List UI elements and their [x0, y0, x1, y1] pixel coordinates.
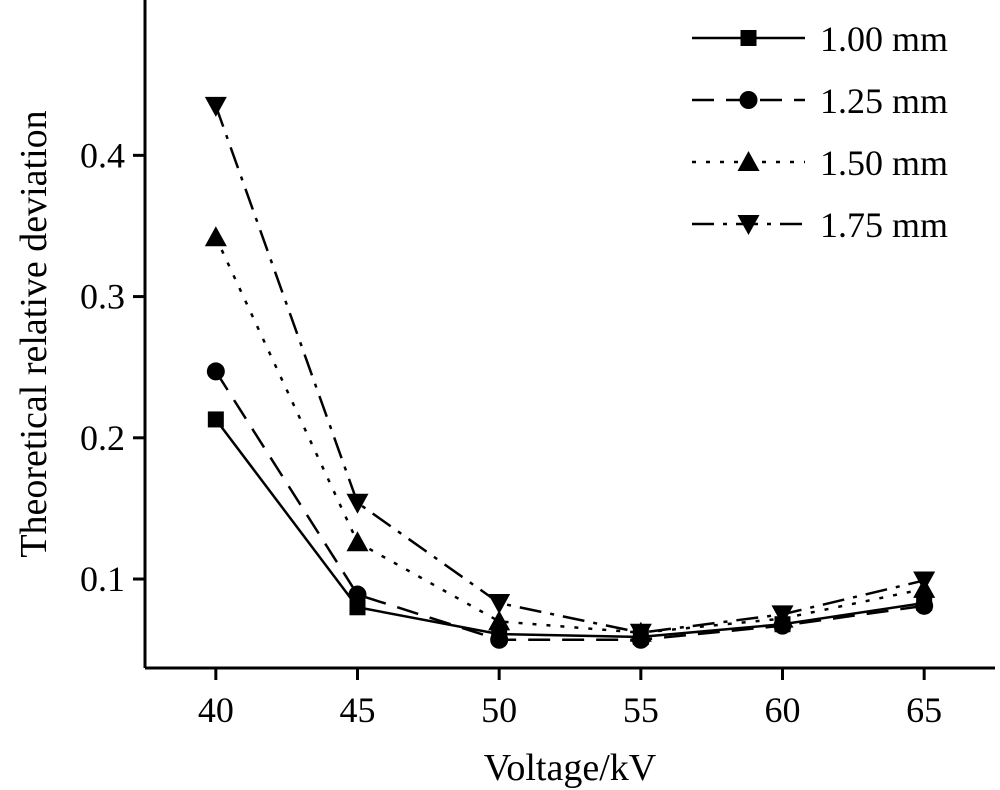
- axes: [143, 0, 995, 670]
- legend-marker: [737, 151, 760, 171]
- data-point: [629, 623, 652, 644]
- data-point: [346, 531, 369, 552]
- data-point: [206, 362, 225, 381]
- x-tick-label: 60: [765, 690, 801, 730]
- series-4: [204, 96, 936, 644]
- y-tick-label: 0.2: [80, 418, 125, 458]
- legend-label: 1.00 mm: [820, 19, 948, 59]
- data-point: [490, 630, 509, 649]
- legend-entry: 1.00 mm: [692, 19, 948, 59]
- data-point: [488, 594, 511, 615]
- data-point: [348, 585, 367, 604]
- series-line: [214, 370, 925, 642]
- legend-marker: [737, 215, 760, 235]
- x-tick-label: 50: [481, 690, 517, 730]
- y-axis-title: Theoretical relative deviation: [13, 110, 55, 557]
- y-tick-label: 0.1: [80, 559, 125, 599]
- y-tick-label: 0.4: [80, 135, 125, 175]
- data-point: [771, 605, 794, 626]
- series-line: [214, 105, 925, 634]
- y-ticks: 0.1 0.2 0.3 0.4: [80, 135, 145, 599]
- legend-marker: [739, 91, 758, 109]
- x-axis-title: Voltage/kV: [484, 747, 657, 789]
- legend-entry: 1.25 mm: [692, 81, 948, 121]
- series-3: [204, 226, 936, 642]
- x-ticks: 40 45 50 55 60 65: [198, 668, 942, 730]
- legend-entry: 1.75 mm: [692, 205, 948, 245]
- legend-label: 1.75 mm: [820, 205, 948, 245]
- data-point: [915, 596, 934, 615]
- legend: 1.00 mm 1.25 mm 1.50 mm 1.75 mm: [692, 19, 948, 245]
- x-tick-label: 40: [198, 690, 234, 730]
- series-line: [214, 236, 925, 634]
- series-2: [206, 362, 934, 649]
- data-point: [913, 571, 936, 592]
- x-tick-label: 45: [340, 690, 376, 730]
- series-line: [214, 418, 925, 639]
- y-tick-label: 0.3: [80, 277, 125, 317]
- legend-label: 1.25 mm: [820, 81, 948, 121]
- legend-marker: [740, 30, 757, 46]
- data-point: [204, 226, 227, 247]
- data-point: [488, 610, 511, 631]
- data-point: [207, 411, 224, 428]
- series-layer: [204, 96, 936, 649]
- data-point: [349, 599, 366, 616]
- legend-label: 1.50 mm: [820, 143, 948, 183]
- data-point: [346, 493, 369, 514]
- x-tick-label: 65: [906, 690, 942, 730]
- x-tick-label: 55: [623, 690, 659, 730]
- legend-entry: 1.50 mm: [692, 143, 948, 183]
- data-point: [204, 96, 227, 117]
